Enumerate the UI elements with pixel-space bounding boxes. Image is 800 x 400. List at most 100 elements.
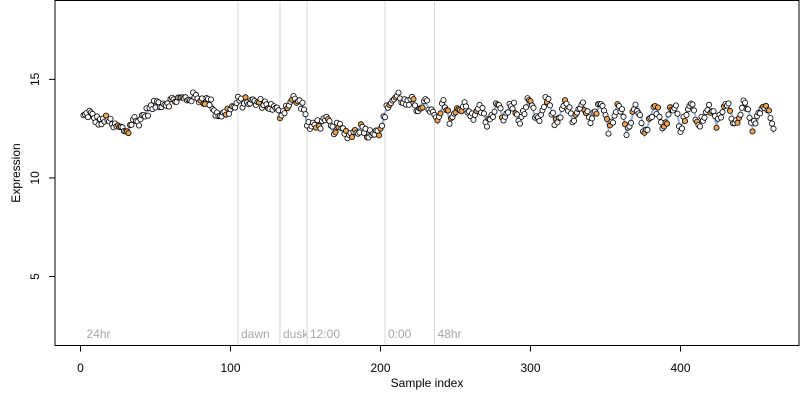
data-point [165,103,172,110]
data-point [691,107,698,114]
data-point [317,125,324,132]
x-axis-title: Sample index [391,376,464,390]
data-point [742,99,749,106]
data-point [673,102,680,109]
data-point [470,116,477,123]
data-point [530,104,537,111]
y-tick-label: 15 [28,72,42,86]
data-point [491,108,498,115]
data-point [128,121,135,128]
data-point [605,130,612,137]
data-point [584,108,591,115]
y-tick-label: 10 [28,171,42,185]
data-point [381,114,388,121]
data-point [536,118,543,125]
data-point [706,101,713,108]
data-point [718,114,725,121]
data-point [566,104,573,111]
x-tick-label: 0 [77,361,84,375]
data-point [281,110,288,117]
data-point [649,113,656,120]
region-label: 12:00 [310,327,340,341]
data-point [423,97,430,104]
data-point [378,122,385,129]
data-point [628,119,635,126]
data-point [299,99,306,106]
data-point [655,104,662,111]
data-point [745,106,752,113]
data-point [752,120,759,127]
data-point [444,107,451,114]
data-point [620,113,627,120]
y-axis: 5 10 15 [28,72,56,280]
data-point [683,111,690,118]
data-point [329,123,336,130]
data-point [509,105,516,112]
data-point [207,96,214,103]
region-label: dusk [283,327,309,341]
data-point [483,123,490,130]
data-point [419,104,426,111]
data-point [521,111,528,118]
x-tick-label: 400 [670,361,690,375]
region-lines: 24hr dawn dusk 12:00 0:00 48hr [87,0,462,346]
data-point [623,131,630,138]
data-point [437,110,444,117]
data-point [571,117,578,124]
data-point [713,124,720,131]
data-point [446,120,453,127]
data-point [547,102,554,109]
data-point [770,125,777,132]
data-point [619,106,626,113]
data-point [766,107,773,114]
x-axis: 0 100 200 300 400 [77,345,691,375]
data-point [545,95,552,102]
data-point [375,132,382,139]
data-point [504,109,511,116]
data-point [769,120,776,127]
region-label: 48hr [438,327,462,341]
data-point [749,128,756,135]
data-point [395,89,402,96]
y-axis-title: Expression [9,143,23,202]
data-point [541,104,548,111]
data-point [144,112,151,119]
data-point [697,123,704,130]
data-point [107,115,114,122]
data-point [644,126,651,133]
data-point [257,96,264,103]
data-point [489,114,496,121]
y-tick-label: 5 [28,273,42,280]
data-point [557,114,564,121]
plot-frame [54,0,800,346]
data-point [656,113,663,120]
data-point [550,109,557,116]
data-point [593,110,600,117]
data-point [638,120,645,127]
data-point [689,101,696,108]
data-point [589,115,596,122]
x-tick-label: 200 [370,361,390,375]
region-label: 0:00 [388,327,412,341]
data-point [135,122,142,129]
region-label: 24hr [87,327,111,341]
x-tick-label: 100 [220,361,240,375]
data-point [302,111,309,118]
data-point [242,94,249,101]
data-point [206,102,213,109]
data-point [737,111,744,118]
data-point [510,99,517,106]
data-point [665,111,672,118]
data-point [85,114,92,121]
data-point [674,110,681,117]
data-point [514,111,521,118]
region-label: dawn [241,327,270,341]
data-point [682,118,689,125]
data-point [632,101,639,108]
data-point [701,114,708,121]
data-point [725,100,732,107]
data-point [125,130,132,137]
data-point [188,98,195,105]
data-point [480,110,487,117]
data-point [517,120,524,127]
